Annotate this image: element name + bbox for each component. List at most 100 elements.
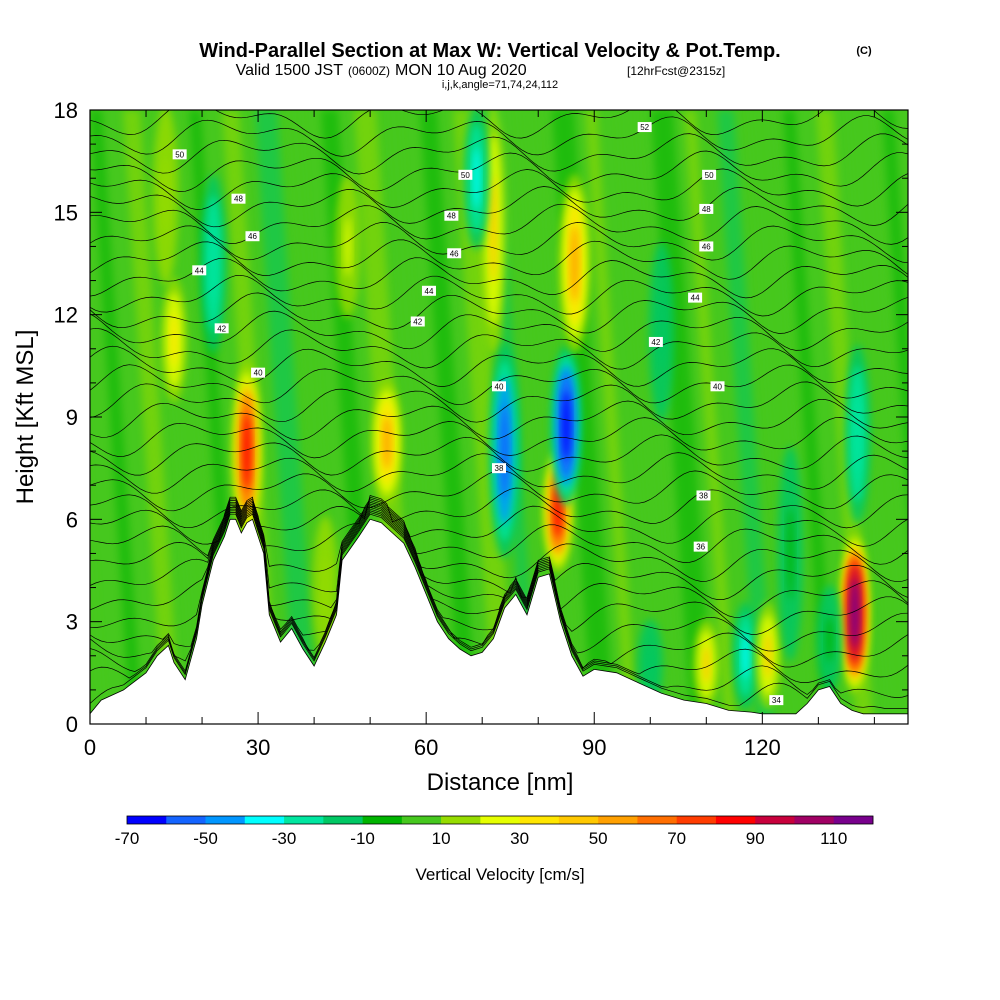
contour-label-box: [693, 541, 708, 552]
downdraft-peak: [826, 615, 833, 662]
theta-contour-line: [90, 239, 908, 280]
contour-label: 44: [192, 265, 207, 276]
copyright-mark: (C): [856, 45, 872, 57]
theta-contour-line: [90, 133, 908, 175]
velocity-stripe: [849, 110, 908, 724]
theta-contour-line: [90, 257, 908, 299]
theta-contour-line: [90, 434, 908, 476]
contour-label: 42: [214, 323, 229, 334]
contour-label: 40: [710, 381, 725, 392]
contour-label-text: 44: [195, 266, 204, 275]
valid-time-label: Valid 1500 JST: [236, 62, 344, 79]
contour-label: 46: [245, 231, 260, 242]
contour-label: 44: [688, 292, 703, 303]
updraft-peak: [703, 645, 710, 684]
theta-contour-line: [90, 506, 908, 654]
velocity-stripe: [453, 110, 515, 724]
contour-label-text: 42: [217, 324, 226, 333]
colorbar-swatch: [284, 816, 324, 824]
colorbar-swatch: [244, 816, 285, 824]
contour-label-text: 48: [702, 205, 711, 214]
velocity-stripes: [90, 110, 1000, 724]
theta-contour-line: [90, 508, 908, 669]
colorbar-swatch: [480, 816, 520, 824]
updraft-peak: [243, 412, 251, 490]
y-tick-label: 0: [66, 712, 78, 737]
contour-label-box: [699, 203, 714, 214]
downdraft-peak: [658, 293, 665, 371]
theta-contour-line: [90, 503, 908, 618]
x-tick-label: 0: [84, 735, 96, 760]
contour-label: 46: [447, 248, 462, 259]
contour-label-box: [410, 316, 425, 327]
colorbar: -70 -50 -30 -10 10 30 50 70 90 110: [115, 815, 874, 848]
contour-label-box: [447, 248, 462, 259]
updraft-peak: [570, 225, 579, 302]
contour-label-box: [696, 490, 711, 501]
theta-contour-line: [90, 222, 908, 264]
colorbar-tick-label: 10: [432, 829, 451, 848]
contour-label-box: [458, 169, 473, 180]
theta-contour-line: [90, 505, 908, 635]
contour-label: 34: [769, 695, 784, 706]
colorbar-swatch: [205, 816, 246, 824]
terrain-profile: [90, 518, 908, 724]
contour-label: 44: [421, 285, 436, 296]
colorbar-swatch: [362, 816, 403, 824]
colorbar-swatch: [166, 816, 206, 824]
theta-contour-line: [90, 168, 908, 210]
theta-contour-line: [90, 345, 908, 387]
colorbar-tick-label: 30: [510, 829, 529, 848]
colorbar-tick-label: -70: [115, 829, 140, 848]
velocity-stripe: [717, 110, 774, 724]
contour-label: 40: [251, 367, 266, 378]
colorbar-swatch: [441, 816, 481, 824]
contour-label-box: [492, 381, 506, 392]
colorbar-tick-label: -30: [272, 829, 297, 848]
contour-label-text: 44: [691, 294, 700, 303]
contour-label: 52: [637, 122, 652, 133]
grid-indices-label: i,j,k,angle=71,74,24,112: [442, 79, 558, 91]
velocity-stripe: [948, 110, 1000, 724]
contour-label-text: 46: [450, 249, 459, 258]
contour-label-box: [245, 231, 260, 242]
velocity-stripe: [915, 110, 972, 724]
contour-label-text: 42: [651, 338, 660, 347]
contour-label-text: 38: [495, 464, 504, 473]
contour-label: 38: [492, 463, 506, 474]
contour-label-text: 34: [772, 696, 781, 705]
theta-contour-line: [90, 498, 908, 565]
colorbar-title: Vertical Velocity [cm/s]: [415, 865, 584, 884]
colorbar-swatch: [676, 816, 717, 824]
downdraft-peak: [787, 507, 794, 600]
theta-contour-line: [90, 487, 908, 529]
x-tick-label: 90: [582, 735, 606, 760]
contour-labels: 50 48 46 44 42 40 50 48 46 44 42 40 38 52 50 48 46 44 42 40…: [172, 122, 784, 706]
x-axis-title: Distance [nm]: [427, 769, 574, 796]
contour-label-box: [192, 265, 207, 276]
colorbar-swatch: [755, 816, 795, 824]
colorbar-swatch: [558, 816, 599, 824]
contour-label: 42: [410, 316, 425, 327]
velocity-stripe: [882, 110, 908, 510]
contour-label: 48: [231, 193, 246, 204]
velocity-stripe: [123, 110, 180, 724]
x-tick-label: 30: [246, 735, 270, 760]
theta-contour-line: [90, 364, 908, 406]
theta-contour-line: [90, 292, 908, 334]
contour-label-text: 40: [254, 369, 263, 378]
contour-label-box: [492, 463, 506, 474]
contour-label-box: [251, 367, 266, 378]
y-axis-title: Height [Kft MSL]: [12, 330, 39, 505]
updraft-peak: [490, 175, 497, 284]
colorbar-swatch: [833, 816, 874, 824]
downdraft-peak: [473, 147, 480, 209]
colorbar-frame: [126, 815, 874, 825]
contour-label-text: 50: [461, 171, 470, 180]
downdraft-peak: [500, 405, 509, 498]
contour-label-text: 48: [234, 195, 243, 204]
contour-label-text: 40: [495, 382, 504, 391]
y-tick-label: 18: [54, 98, 78, 123]
theta-contour-line: [90, 150, 908, 192]
velocity-stripe: [90, 509, 104, 724]
